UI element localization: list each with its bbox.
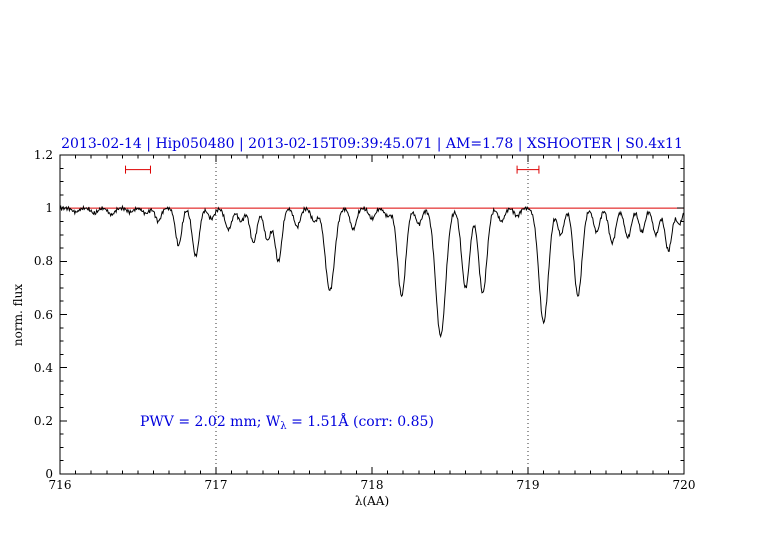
x-tick-label: 720 (673, 478, 696, 492)
pwv-annotation-text: PWV = 2.02 mm; W (140, 414, 281, 430)
y-tick-label: 0 (45, 467, 53, 481)
band-marker (516, 165, 540, 174)
x-tick-label: 719 (517, 478, 540, 492)
pwv-annotation-text: = 1.51Å (corr: 0.85) (287, 412, 434, 430)
plot-title: 2013-02-14 | Hip050480 | 2013-02-15T09:3… (61, 136, 683, 152)
plot-frame (59, 154, 685, 475)
y-axis-label: norm. flux (11, 284, 25, 346)
y-tick-label: 1 (45, 201, 53, 215)
pwv-annotation-subscript: λ (280, 421, 287, 432)
y-tick-label: 0.6 (34, 308, 53, 322)
x-axis-label: λ(AA) (355, 494, 389, 508)
band-marker (125, 165, 151, 174)
x-tick-label: 717 (205, 478, 228, 492)
y-tick-label: 0.4 (34, 361, 53, 375)
band-marker-layer (125, 165, 540, 174)
x-tick-label: 716 (49, 478, 72, 492)
spectrum-line (59, 204, 685, 339)
y-tick-label: 0.8 (34, 254, 53, 268)
y-tick-label: 1.2 (34, 148, 53, 162)
y-tick-label: 0.2 (34, 414, 53, 428)
x-tick-label: 718 (361, 478, 384, 492)
pwv-annotation: PWV = 2.02 mm; Wλ = 1.51Å (corr: 0.85) (140, 412, 434, 432)
spectrum-layer (59, 204, 685, 339)
